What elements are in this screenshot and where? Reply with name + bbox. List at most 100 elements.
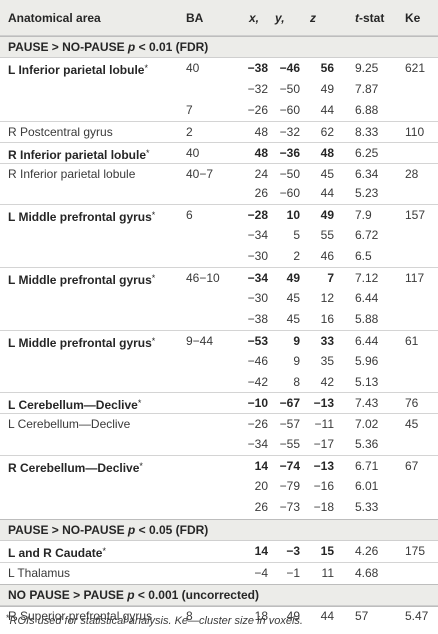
cell-t: 7.43 xyxy=(355,396,379,411)
cell-z: 55 xyxy=(320,228,334,243)
cell-y: −74 xyxy=(279,459,300,474)
cell-x: 26 xyxy=(254,499,268,514)
cell-area: R Superior prefrontal gyrus xyxy=(8,609,153,623)
cell-area: L Inferior parietal lobule* xyxy=(8,63,148,77)
cell-y: −60 xyxy=(279,102,300,117)
cell-area: L Cerebellum—Declive xyxy=(8,417,131,432)
cell-z: 42 xyxy=(320,374,334,389)
cell-z: −16 xyxy=(313,479,334,493)
cell-t: 7.12 xyxy=(355,271,379,285)
header-y: y, xyxy=(275,11,285,25)
cell-ke: 45 xyxy=(405,417,419,432)
cell-ke: 67 xyxy=(405,459,419,474)
table-row: −42 8 42 5.13 xyxy=(0,372,438,392)
cell-y: −57 xyxy=(279,417,300,432)
cell-z: 49 xyxy=(320,81,334,96)
table-row: 7 −26 −60 44 6.88 xyxy=(0,100,438,120)
header-ba: BA xyxy=(186,11,204,25)
cell-z: 45 xyxy=(320,166,334,181)
cell-y: −32 xyxy=(279,124,300,139)
cell-x: −34 xyxy=(247,437,268,452)
cell-y: 49 xyxy=(286,609,300,623)
cell-t: 6.5 xyxy=(355,249,372,264)
cell-y: 10 xyxy=(286,208,300,223)
cell-t: 6.44 xyxy=(355,290,379,305)
cell-x: 24 xyxy=(254,166,268,181)
section-header: PAUSE > NO-PAUSE p < 0.01 (FDR) xyxy=(0,36,438,58)
cell-ke: 157 xyxy=(405,208,426,223)
cell-x: −32 xyxy=(247,81,268,96)
table-row: R Inferior parietal lobule 40−7 24 −50 45 6.3… xyxy=(0,162,438,183)
header-ke: Ke xyxy=(405,11,421,25)
table-row: −30 2 46 6.5 xyxy=(0,246,438,266)
table-footnote: *ROIs used for statistical analysis. Ke—… xyxy=(0,606,438,634)
cell-x: −30 xyxy=(247,249,268,264)
section-header: NO PAUSE > PAUSE p < 0.001 (uncorrected) xyxy=(0,584,438,606)
cell-x: −46 xyxy=(247,353,268,368)
cell-y: −60 xyxy=(279,186,300,201)
cell-t: 5.13 xyxy=(355,374,379,389)
cell-y: 8 xyxy=(293,374,300,389)
cell-t: 4.68 xyxy=(355,565,379,580)
cell-y: 9 xyxy=(293,353,300,368)
cell-z: 62 xyxy=(320,124,334,139)
cell-y: −1 xyxy=(286,565,300,580)
header-tstat: t-stat xyxy=(355,11,385,25)
cell-area: L Cerebellum—Declive* xyxy=(8,398,142,413)
cell-area: L Middle prefrontal gyrus* xyxy=(8,273,156,287)
table-row: R Cerebellum—Declive* 14 −74 −13 6.71 67 xyxy=(0,455,438,475)
cell-area: R Inferior parietal lobule* xyxy=(8,147,150,162)
table-row: −32 −50 49 7.87 xyxy=(0,79,438,99)
cell-z: 12 xyxy=(320,290,334,305)
table-row: R Superior prefrontal gyrus 8 18 49 44 57 5.47 xyxy=(0,606,438,626)
cell-ba: 6 xyxy=(186,208,193,223)
cell-ba: 40 xyxy=(186,145,200,160)
cell-t: 57 xyxy=(355,609,369,623)
cell-z: −11 xyxy=(314,417,334,432)
cell-z: 48 xyxy=(320,145,334,160)
cell-y: −50 xyxy=(279,166,300,181)
cell-ba: 9−44 xyxy=(186,333,214,348)
cell-ba: 2 xyxy=(186,124,193,139)
cell-t: 5.96 xyxy=(355,353,379,368)
cell-t: 5.23 xyxy=(355,186,379,201)
section-header: PAUSE > NO-PAUSE p < 0.05 (FDR) xyxy=(0,519,438,541)
table-row: 26 −73 −18 5.33 xyxy=(0,497,438,517)
cell-y: 45 xyxy=(286,290,300,305)
table-row: −34 −55 −17 5.36 xyxy=(0,434,438,454)
header-z: z xyxy=(310,11,316,25)
header-area: Anatomical area xyxy=(8,11,101,25)
cell-x: −30 xyxy=(247,290,268,305)
cell-z: 33 xyxy=(320,333,334,348)
cell-ke: 61 xyxy=(405,333,419,348)
table-row: L Cerebellum—Declive −26 −57 −11 7.02 45 xyxy=(0,413,438,433)
cell-z: 44 xyxy=(320,102,334,117)
cell-t: 6.25 xyxy=(355,145,379,160)
cell-area: L and R Caudate* xyxy=(8,546,106,560)
table-row: L Middle prefrontal gyrus* 9−44 −53 9 33 6.44… xyxy=(0,329,438,350)
cell-area: L Thalamus xyxy=(8,565,71,580)
cell-t: 4.26 xyxy=(355,544,379,558)
cell-z: 49 xyxy=(320,208,334,223)
cell-ke: 28 xyxy=(405,166,419,181)
cell-y: −36 xyxy=(279,145,300,160)
table-row: L Cerebellum—Declive* −10 −67 −13 7.43 76 xyxy=(0,392,438,412)
cell-t: 8.33 xyxy=(355,124,379,139)
cell-y: −79 xyxy=(279,479,300,493)
cell-z: 35 xyxy=(320,353,334,368)
cell-x: −42 xyxy=(247,374,268,389)
cell-area: R Postcentral gyrus xyxy=(8,124,113,139)
cell-ke: 5.47 xyxy=(405,609,429,623)
table-row: 26 −60 44 5.23 xyxy=(0,183,438,203)
section-title: PAUSE > NO-PAUSE p < 0.05 (FDR) xyxy=(8,523,209,537)
cell-ke: 175 xyxy=(405,544,426,558)
cell-t: 6.88 xyxy=(355,102,379,117)
cell-x: 18 xyxy=(254,609,268,623)
cell-area: L Middle prefrontal gyrus* xyxy=(8,210,156,225)
cell-y: −73 xyxy=(279,499,300,514)
cell-ba: 40 xyxy=(186,61,200,75)
cell-z: −13 xyxy=(313,459,334,474)
table-row: −38 45 16 5.88 xyxy=(0,309,438,329)
cell-x: −26 xyxy=(247,102,268,117)
cell-z: −18 xyxy=(313,499,334,514)
